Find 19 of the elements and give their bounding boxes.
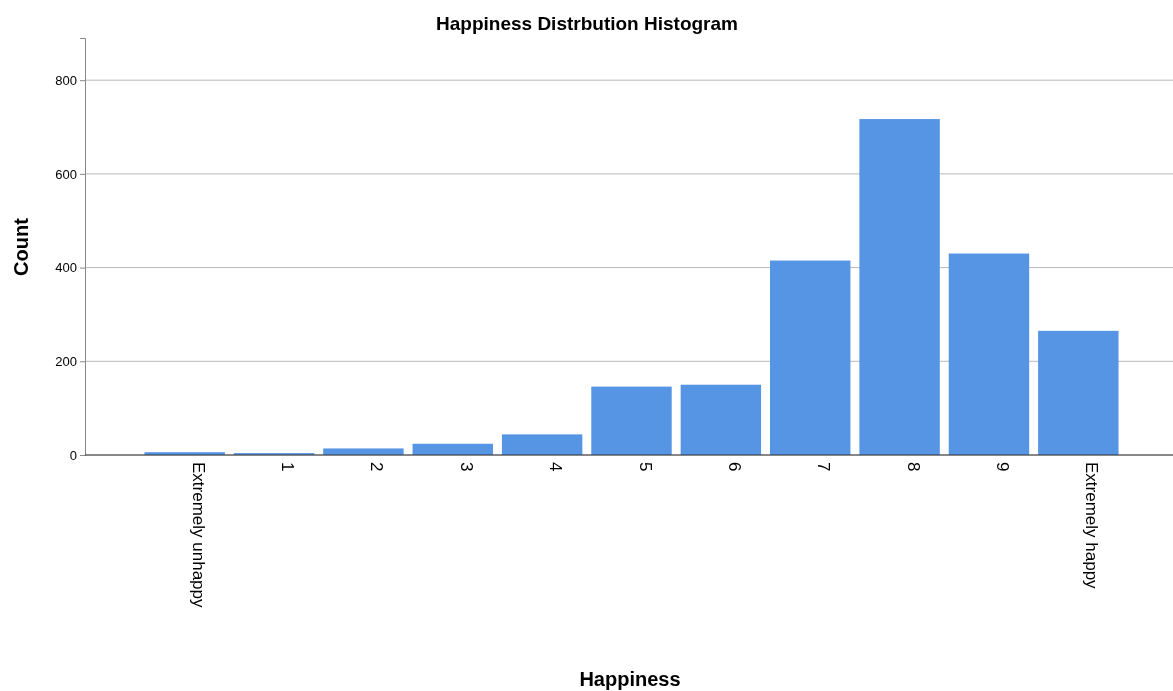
x-tick-label: 8 (903, 462, 923, 472)
y-axis-title: Count (10, 217, 32, 276)
x-tick-label: 6 (724, 462, 744, 472)
x-tick-label: Extremely unhappy (188, 462, 208, 609)
chart-title: Happiness Distrbution Histogram (436, 13, 738, 34)
y-tick-label: 400 (55, 260, 77, 276)
x-tick-label: 7 (814, 462, 834, 472)
x-tick-label: 3 (456, 462, 476, 472)
y-tick-label: 200 (55, 353, 77, 369)
y-tick-label: 600 (55, 166, 77, 182)
x-tick-label: 4 (546, 462, 566, 472)
x-tick-label: Extremely happy (1082, 462, 1102, 590)
y-tick-label: 0 (69, 447, 77, 463)
x-axis-title: Happiness (579, 668, 681, 690)
x-tick-label: 1 (278, 462, 298, 472)
x-tick-label: 2 (367, 462, 387, 472)
x-tick-label: 5 (635, 462, 655, 472)
y-tick-label: 800 (55, 72, 77, 88)
x-tick-label: 9 (992, 462, 1012, 472)
